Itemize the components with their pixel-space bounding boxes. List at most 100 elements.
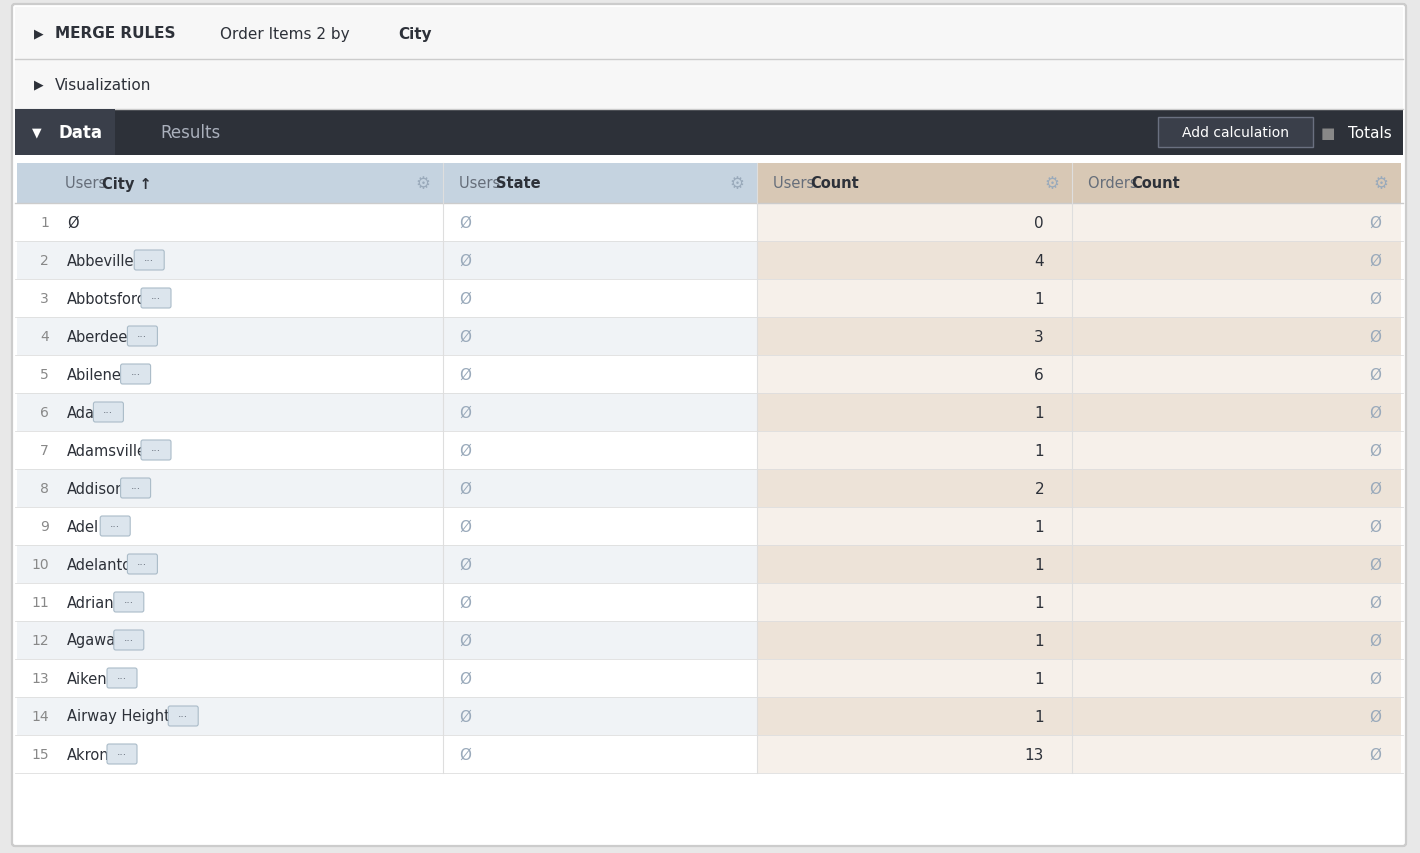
Bar	[1072, 393, 1402, 432]
Text: Ø: Ø	[459, 329, 471, 344]
Text: Ø: Ø	[459, 557, 471, 572]
Text: 13: 13	[31, 671, 50, 685]
Bar	[757, 204, 1072, 241]
Text: ■: ■	[1321, 125, 1335, 141]
Text: Users: Users	[65, 177, 111, 191]
Text: Add calculation: Add calculation	[1181, 126, 1289, 140]
Bar	[17, 697, 443, 735]
Text: Results: Results	[160, 124, 220, 142]
Text: Ø: Ø	[459, 367, 471, 382]
Text: 1: 1	[40, 216, 50, 229]
Bar	[17, 432, 443, 469]
Text: 1: 1	[1034, 633, 1044, 647]
Bar	[757, 735, 1072, 773]
Text: Ø: Ø	[459, 633, 471, 647]
FancyBboxPatch shape	[114, 592, 143, 612]
Bar	[443, 280, 757, 317]
Bar	[1072, 621, 1402, 659]
FancyBboxPatch shape	[121, 364, 151, 385]
Text: ···: ···	[116, 673, 126, 683]
Bar	[757, 241, 1072, 280]
Bar	[757, 164, 1072, 204]
Text: ···: ···	[104, 408, 114, 417]
Text: 1: 1	[1034, 519, 1044, 534]
Text: Count: Count	[1132, 177, 1180, 191]
Bar	[757, 583, 1072, 621]
Bar	[757, 659, 1072, 697]
Bar	[443, 164, 757, 204]
Text: Agawam: Agawam	[67, 633, 131, 647]
Bar	[1072, 545, 1402, 583]
Text: 1: 1	[1034, 291, 1044, 306]
Text: Ø: Ø	[1369, 746, 1382, 762]
Bar	[443, 469, 757, 508]
Text: 6: 6	[1034, 367, 1044, 382]
Bar	[17, 393, 443, 432]
Text: Ø: Ø	[67, 215, 78, 230]
Text: 0: 0	[1034, 215, 1044, 230]
Text: Ø: Ø	[459, 215, 471, 230]
Text: Ø: Ø	[1369, 557, 1382, 572]
Text: Aberdeen: Aberdeen	[67, 329, 138, 344]
FancyBboxPatch shape	[11, 5, 1406, 846]
Text: ···: ···	[124, 597, 133, 607]
Text: 14: 14	[31, 709, 50, 723]
Text: Aiken: Aiken	[67, 670, 108, 686]
Text: Order Items 2 by: Order Items 2 by	[220, 26, 355, 42]
FancyBboxPatch shape	[128, 327, 158, 346]
Text: 1: 1	[1034, 557, 1044, 572]
Bar	[443, 583, 757, 621]
Bar	[17, 241, 443, 280]
Text: Ø: Ø	[1369, 633, 1382, 647]
Text: MERGE RULES: MERGE RULES	[55, 26, 176, 42]
FancyBboxPatch shape	[94, 403, 124, 422]
Bar	[443, 204, 757, 241]
FancyBboxPatch shape	[135, 251, 165, 270]
Text: Ada: Ada	[67, 405, 95, 420]
Text: 4: 4	[40, 329, 50, 344]
Text: 8: 8	[40, 481, 50, 496]
Bar	[1072, 469, 1402, 508]
Text: Ø: Ø	[1369, 519, 1382, 534]
Text: Adamsville: Adamsville	[67, 443, 148, 458]
Text: 10: 10	[31, 557, 50, 572]
Text: 11: 11	[31, 595, 50, 609]
Text: Adelanto: Adelanto	[67, 557, 132, 572]
Bar	[757, 356, 1072, 393]
Bar	[757, 393, 1072, 432]
Bar	[1072, 317, 1402, 356]
Text: 1: 1	[1034, 670, 1044, 686]
Text: ···: ···	[124, 635, 133, 645]
Bar	[443, 621, 757, 659]
Text: Adrian: Adrian	[67, 595, 115, 610]
Bar	[1072, 356, 1402, 393]
Text: Ø: Ø	[1369, 329, 1382, 344]
Text: ⚙: ⚙	[416, 175, 430, 193]
Text: Ø: Ø	[459, 595, 471, 610]
Text: 1: 1	[1034, 595, 1044, 610]
Text: 9: 9	[40, 519, 50, 533]
Text: State: State	[496, 177, 541, 191]
Bar	[443, 508, 757, 545]
Text: Totals: Totals	[1348, 125, 1392, 141]
Text: Adel: Adel	[67, 519, 99, 534]
Text: ···: ···	[131, 484, 141, 493]
Bar	[1157, 118, 1314, 148]
FancyBboxPatch shape	[168, 706, 199, 726]
Text: 15: 15	[31, 747, 50, 761]
Bar	[17, 621, 443, 659]
Text: ···: ···	[138, 332, 148, 341]
Bar	[443, 697, 757, 735]
Bar	[443, 545, 757, 583]
Bar	[757, 280, 1072, 317]
Text: ▶: ▶	[34, 27, 44, 40]
Bar	[757, 545, 1072, 583]
Text: Ø: Ø	[1369, 405, 1382, 420]
Text: Users: Users	[459, 177, 506, 191]
Text: Ø: Ø	[1369, 215, 1382, 230]
Bar	[1072, 432, 1402, 469]
Text: 1: 1	[1034, 443, 1044, 458]
Bar	[16, 110, 1403, 156]
Bar	[443, 659, 757, 697]
Text: Ø: Ø	[1369, 595, 1382, 610]
